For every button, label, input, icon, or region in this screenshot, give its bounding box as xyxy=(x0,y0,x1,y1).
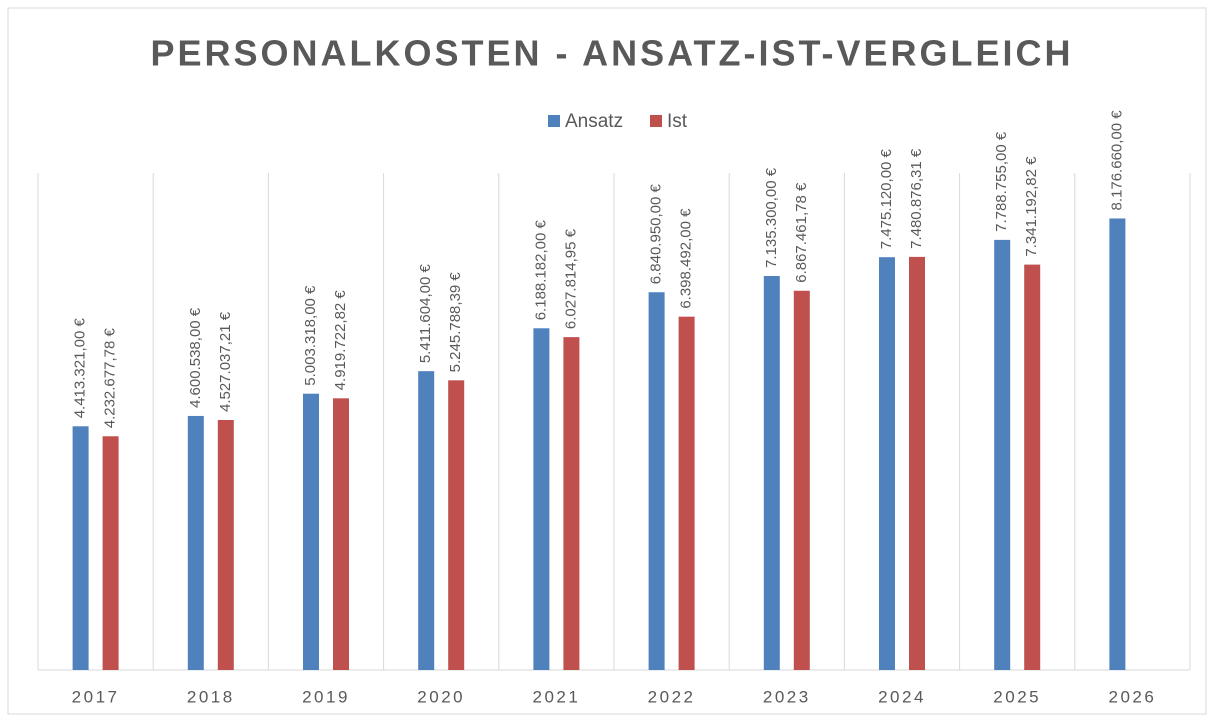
x-tick-label: 2017 xyxy=(72,687,120,706)
x-tick-label: 2020 xyxy=(417,687,465,706)
bar xyxy=(303,393,319,670)
x-tick-label: 2021 xyxy=(532,687,580,706)
data-label: 7.341.192,82 € xyxy=(1023,156,1040,257)
data-label: 7.135.300,00 € xyxy=(763,167,780,268)
x-tick-label: 2022 xyxy=(648,687,696,706)
chart-title: PERSONALKOSTEN - ANSATZ-IST-VERGLEICH xyxy=(150,33,1073,74)
bar xyxy=(563,337,580,670)
data-label: 5.003.318,00 € xyxy=(302,285,319,386)
bar xyxy=(102,436,119,670)
data-label: 4.527.037,21 € xyxy=(217,311,234,412)
bar xyxy=(72,426,89,670)
data-label: 4.600.538,00 € xyxy=(187,307,204,408)
data-label: 4.232.677,78 € xyxy=(102,328,119,429)
bar xyxy=(533,328,550,670)
bar xyxy=(448,380,465,670)
x-tick-label: 2024 xyxy=(878,687,926,706)
data-label: 6.840.950,00 € xyxy=(648,183,665,284)
legend-swatch xyxy=(650,115,662,127)
data-label: 6.398.492,00 € xyxy=(678,208,695,309)
x-tick-label: 2025 xyxy=(993,687,1041,706)
bar xyxy=(678,316,695,670)
bar xyxy=(1024,264,1041,670)
data-label: 5.245.788,39 € xyxy=(447,272,464,373)
legend-label: Ansatz xyxy=(565,111,623,132)
legend-swatch xyxy=(548,115,560,127)
data-label: 6.188.182,00 € xyxy=(532,220,549,321)
bar xyxy=(333,398,349,670)
data-label: 5.411.604,00 € xyxy=(417,264,434,364)
data-label: 4.919.722,82 € xyxy=(332,290,349,391)
x-tick-label: 2026 xyxy=(1108,687,1156,706)
bar xyxy=(648,292,665,670)
data-label: 6.027.814,95 € xyxy=(562,228,579,329)
bar xyxy=(1109,218,1126,670)
bar xyxy=(418,371,435,670)
data-label: 7.788.755,00 € xyxy=(993,131,1010,232)
data-label: 7.480.876,31 € xyxy=(908,148,925,249)
data-label: 7.475.120,00 € xyxy=(878,148,895,249)
data-label: 6.867.461,78 € xyxy=(793,182,810,283)
bar xyxy=(909,256,925,670)
bar xyxy=(879,257,895,670)
x-tick-label: 2019 xyxy=(302,687,350,706)
x-tick-label: 2018 xyxy=(187,687,235,706)
legend-label: Ist xyxy=(667,111,688,132)
bar xyxy=(217,420,234,670)
x-tick-label: 2023 xyxy=(763,687,811,706)
bar xyxy=(187,415,204,670)
data-label: 4.413.321,00 € xyxy=(72,318,89,419)
bar xyxy=(793,290,810,670)
data-label: 8.176.660,00 € xyxy=(1108,110,1125,211)
bar xyxy=(763,275,780,670)
bar xyxy=(994,239,1011,670)
